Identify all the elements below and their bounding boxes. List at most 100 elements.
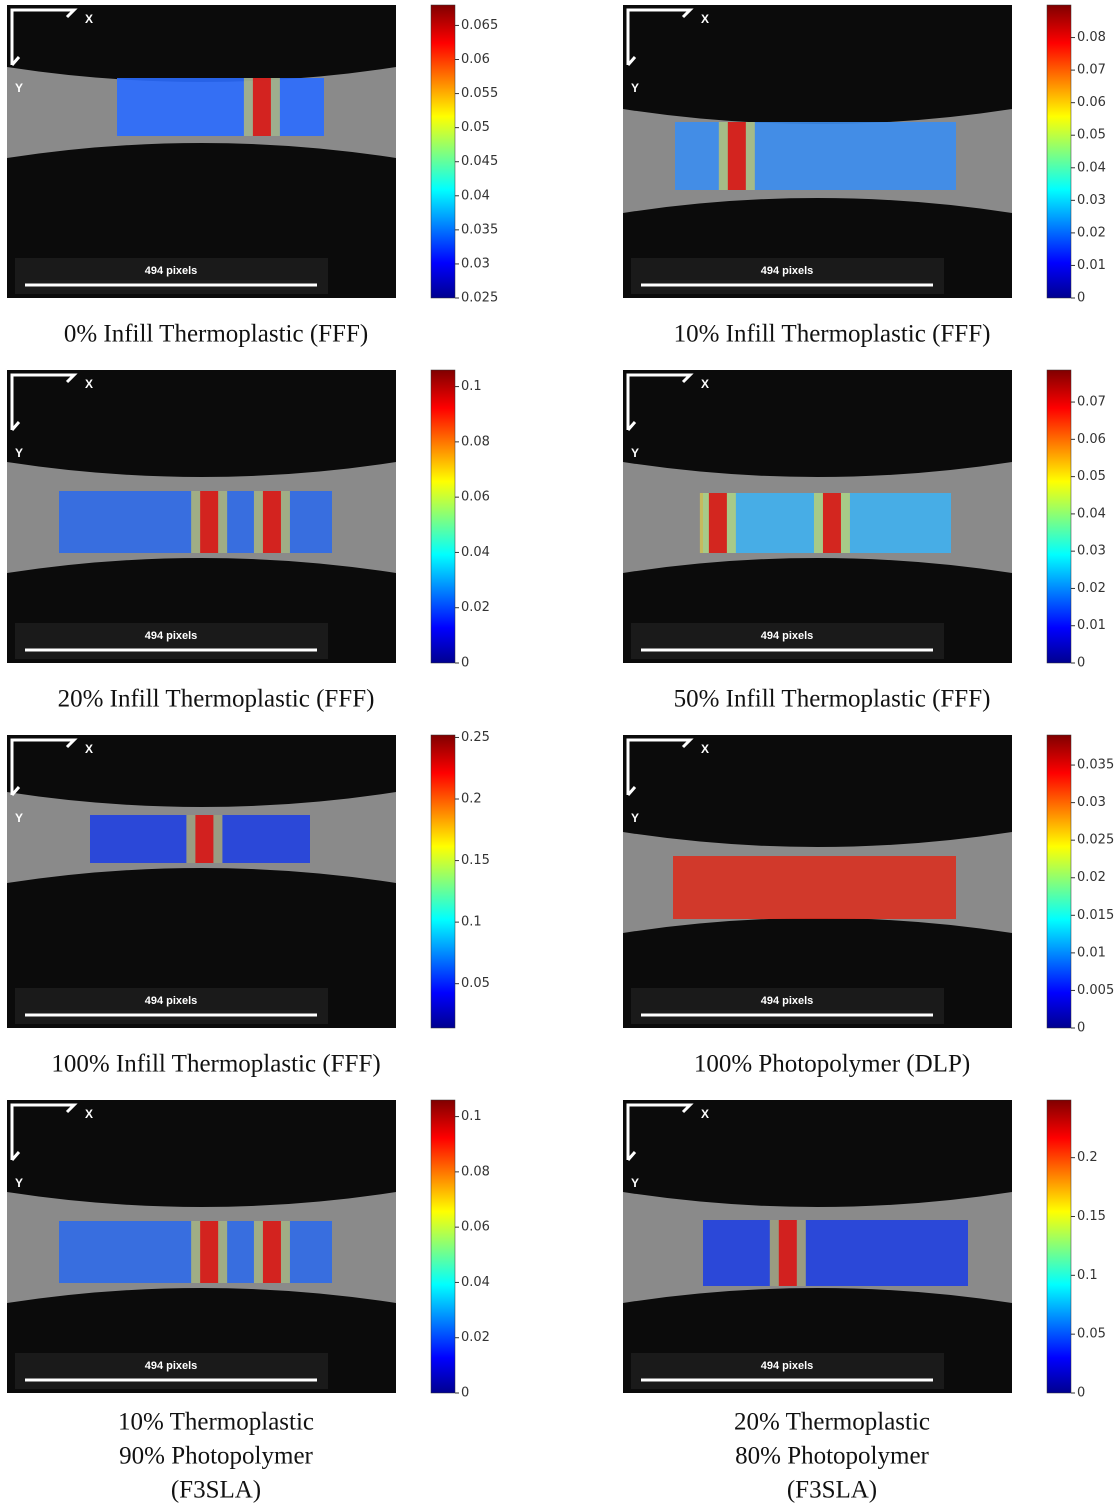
caption: 20% Infill Thermoplastic (FFF) [58,686,375,713]
panel: X Y 494 pixels 0 0.02 0.04 0.06 0.08 0.1 10% Ther… [7,1099,490,1504]
colorbar-tick-label: 0.02 [461,1330,490,1345]
colorbar-tick-label: 0.06 [461,52,490,67]
colorbar-tick-label: 0.04 [461,1275,490,1290]
scale-label: 494 pixels [761,265,814,277]
y-axis-label: Y [631,446,639,460]
scale-box [631,623,944,659]
colorbar-tick-label: 0.01 [1077,258,1106,273]
scale-label: 494 pixels [145,995,198,1007]
colorbar-tick-label: 0.15 [461,853,490,868]
colorbar-tick-label: 0.04 [1077,160,1106,175]
colorbar-tick-label: 0 [461,1386,469,1401]
colorbar-tick-label: 0.05 [461,120,490,135]
colorbar-tick-label: 0.06 [461,490,490,505]
colorbar-tick-label: 0.07 [1077,395,1106,410]
axes-glyph [626,738,694,796]
scale-box [15,258,328,294]
colorbar-tick-label: 0.02 [1077,870,1106,885]
strain-field [703,1220,968,1286]
strain-hotspot [195,815,214,863]
colorbar-tick-label: 0 [1077,1386,1085,1401]
colorbar [430,734,456,1029]
colorbar-tick-label: 0.08 [461,1164,490,1179]
colorbar-tick-label: 0.045 [461,154,498,169]
scale-label: 494 pixels [145,1360,198,1372]
panel: X Y 494 pixels 0 0.02 0.04 0.06 0.08 0.1 20% Infi… [7,369,490,713]
y-axis-label: Y [15,81,23,95]
colorbar-tick-label: 0.03 [461,256,490,271]
axes-glyph [10,1103,78,1161]
scale-label: 494 pixels [761,630,814,642]
scale-box [631,1353,944,1389]
x-axis-label: X [701,12,709,26]
colorbar-tick-label: 0.035 [1077,758,1114,773]
colorbar [1046,369,1072,664]
x-axis-label: X [85,742,93,756]
colorbar-tick-label: 0 [461,656,469,671]
colorbar-tick-label: 0.04 [1077,506,1106,521]
panel: X Y 494 pixels 0 0.005 0.01 0.015 0.02 0.025 0.03… [623,734,1114,1078]
colorbar-tick-label: 0.055 [461,86,498,101]
colorbar-tick-label: 0.25 [461,730,490,745]
strain-field [117,78,324,136]
caption: 20% Thermoplastic [734,1409,930,1436]
y-axis-label: Y [631,81,639,95]
axes-glyph [626,373,694,431]
caption: 10% Infill Thermoplastic (FFF) [674,321,991,348]
colorbar-tick-label: 0.01 [1077,945,1106,960]
x-axis-label: X [701,1107,709,1121]
panel: X Y 494 pixels 0 0.05 0.1 0.15 0.2 20% Thermopla… [623,1099,1106,1504]
x-axis-label: X [701,377,709,391]
colorbar [430,1099,456,1394]
colorbar-tick-label: 0.1 [461,379,482,394]
colorbar [1046,1099,1072,1394]
colorbar-tick-label: 0.02 [1077,225,1106,240]
colorbar-tick-label: 0.03 [1077,193,1106,208]
y-axis-label: Y [15,811,23,825]
colorbar [430,4,456,299]
caption: 100% Photopolymer (DLP) [694,1051,970,1078]
colorbar-tick-label: 0.1 [461,1109,482,1124]
caption: (F3SLA) [787,1477,877,1504]
x-axis-label: X [85,1107,93,1121]
strain-hotspot [822,493,841,553]
scale-label: 494 pixels [761,995,814,1007]
colorbar-tick-label: 0.08 [1077,30,1106,45]
colorbar-tick-label: 0.04 [461,188,490,203]
scale-box [15,988,328,1024]
colorbar [430,369,456,664]
colorbar-tick-label: 0 [1077,656,1085,671]
colorbar-tick-label: 0 [1077,291,1085,306]
colorbar-tick-label: 0.05 [1077,128,1106,143]
scale-label: 494 pixels [145,265,198,277]
colorbar-tick-label: 0.025 [461,291,498,306]
strain-hotspot [708,493,727,553]
colorbar-tick-label: 0.005 [1077,983,1114,998]
colorbar-tick-label: 0.06 [1077,95,1106,110]
colorbar-tick-label: 0.01 [1077,618,1106,633]
y-axis-label: Y [15,446,23,460]
strain-field [673,856,956,919]
x-axis-label: X [701,742,709,756]
image-background [7,735,396,1028]
colorbar-tick-label: 0.2 [461,792,482,807]
strain-field [675,122,956,190]
colorbar-tick-label: 0.035 [461,222,498,237]
axes-glyph [10,373,78,431]
panel: X Y 494 pixels 0.025 0.03 0.035 0.04 0.045 0.05 0… [7,4,498,348]
scale-label: 494 pixels [145,630,198,642]
caption: (F3SLA) [171,1477,261,1504]
caption: 80% Photopolymer [735,1443,929,1470]
caption: 90% Photopolymer [119,1443,313,1470]
image-background [7,5,396,298]
panel: X Y 494 pixels 0 0.01 0.02 0.03 0.04 0.05 0.06 0.0… [623,4,1106,348]
panel: X Y 494 pixels 0 0.01 0.02 0.03 0.04 0.05 0.06 0.0… [623,369,1106,713]
colorbar-tick-label: 0.15 [1077,1209,1106,1224]
colorbar [1046,734,1072,1029]
scale-box [15,623,328,659]
caption: 0% Infill Thermoplastic (FFF) [64,321,368,348]
colorbar-tick-label: 0.1 [1077,1268,1098,1283]
colorbar-tick-label: 0.1 [461,915,482,930]
strain-hotspot [727,122,746,190]
